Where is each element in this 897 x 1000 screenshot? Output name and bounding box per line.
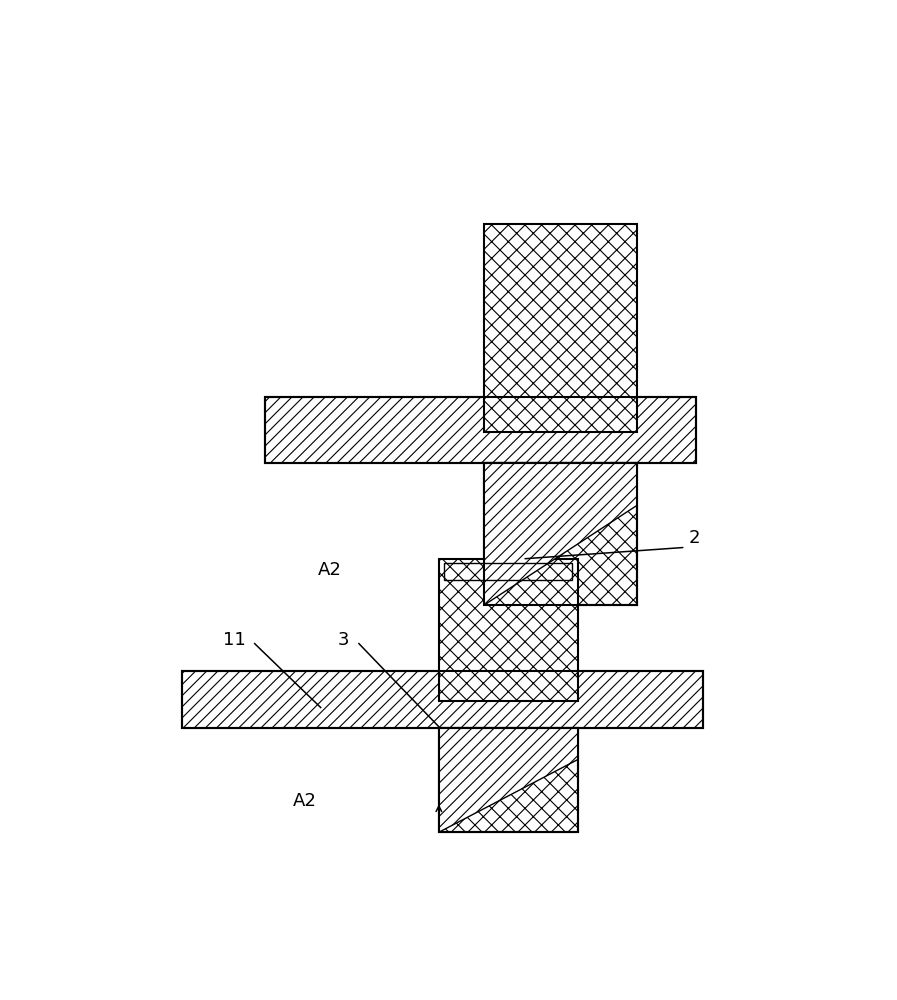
Text: 3: 3 xyxy=(338,631,350,649)
Text: A2: A2 xyxy=(318,561,342,579)
Polygon shape xyxy=(439,728,578,832)
Bar xyxy=(266,397,696,463)
Bar xyxy=(181,671,703,728)
Text: 2: 2 xyxy=(689,529,701,547)
Bar xyxy=(181,671,703,728)
Bar xyxy=(484,224,637,432)
Bar xyxy=(439,559,578,701)
Bar xyxy=(439,728,578,832)
Bar xyxy=(266,397,696,463)
Bar xyxy=(484,463,637,605)
Bar xyxy=(444,563,572,580)
Bar xyxy=(484,463,637,605)
Text: A2: A2 xyxy=(293,792,318,810)
Text: 11: 11 xyxy=(223,631,246,649)
Polygon shape xyxy=(484,463,637,605)
Bar xyxy=(439,728,578,832)
